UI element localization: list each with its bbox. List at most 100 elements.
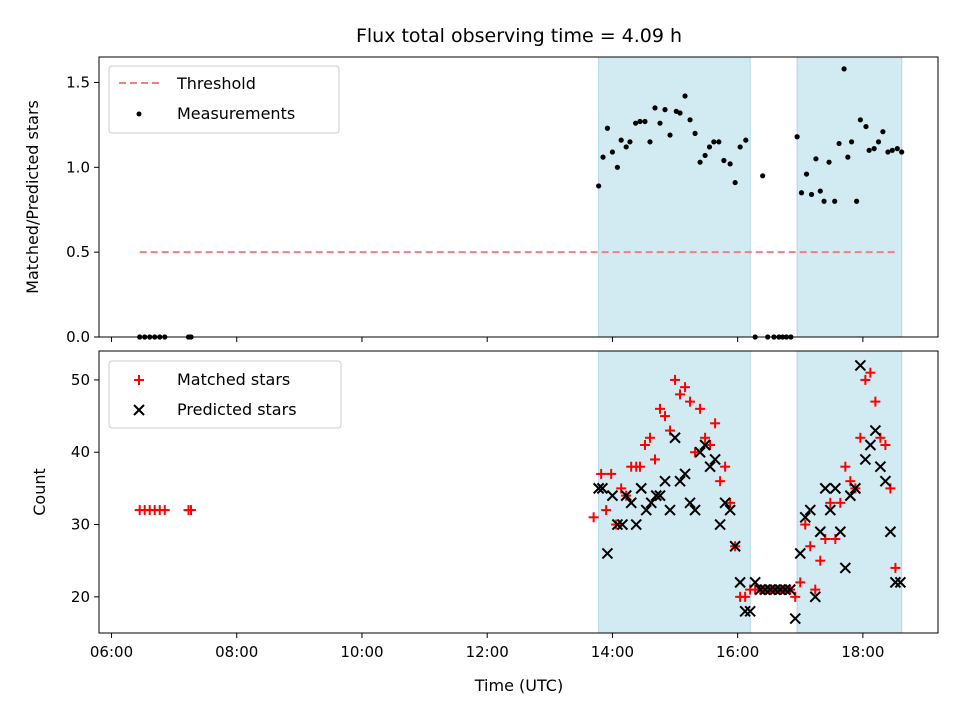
measurement-point [803, 171, 810, 177]
predicted-star-marker [874, 460, 887, 473]
measurement-point [760, 173, 766, 179]
top-legend: Threshold Measurements [108, 65, 340, 134]
predicted-star-marker [630, 518, 642, 531]
matched-star-marker [855, 432, 866, 443]
matched-star-marker [720, 461, 731, 472]
predicted-star-marker [744, 605, 756, 618]
x-tick-label: 10:00 [340, 643, 383, 661]
x-tick-label: 14:00 [591, 643, 634, 661]
shaded-interval-1 [796, 350, 903, 634]
predicted-star-marker [889, 576, 902, 589]
matched-star-marker [725, 497, 736, 508]
x-tick-label: 06:00 [90, 643, 133, 661]
measurement-point [642, 118, 648, 125]
predicted-star-marker [894, 576, 907, 589]
matched-star-marker [810, 584, 821, 595]
measurement-point [875, 139, 882, 145]
matched-star-marker [710, 418, 721, 429]
measurement-point [841, 66, 847, 72]
predicted-star-marker [674, 475, 686, 487]
y-tick-label: 30 [71, 516, 90, 534]
matched-star-marker [639, 440, 650, 450]
measurement-point [845, 154, 851, 160]
measurement-point [614, 164, 621, 170]
matched-star-marker [606, 468, 617, 479]
predicted-star-marker [679, 468, 691, 480]
bottom-legend: Matched stars Predicted stars [108, 360, 342, 429]
measurement-point [899, 149, 905, 155]
predicted-star-marker [809, 591, 821, 603]
bottom-y-axis-label: Count [30, 468, 49, 516]
x-tick-label: 08:00 [215, 643, 258, 661]
measurement-point [682, 93, 688, 99]
predicted-star-marker [645, 497, 657, 509]
measurement-point [821, 198, 827, 204]
predicted-star-marker [684, 497, 696, 509]
legend-predicted-label: Predicted stars [177, 400, 297, 419]
top-x-ticks [111, 337, 864, 342]
predicted-star-marker [834, 526, 847, 538]
legend-measurements-swatch [136, 111, 142, 117]
predicted-star-marker [650, 489, 662, 502]
x-tick-label: 16:00 [716, 643, 759, 661]
predicted-star-marker [664, 504, 676, 516]
matched-star-marker [795, 577, 806, 588]
top-axes-frame [98, 56, 939, 338]
measurement-point [808, 191, 815, 198]
predicted-star-marker [611, 518, 624, 531]
shaded-interval-1 [796, 56, 903, 338]
predicted-star-marker [869, 424, 882, 437]
matched-star-marker [695, 403, 706, 414]
predicted-star-marker [799, 511, 811, 524]
top-legend-box [108, 65, 340, 134]
matched-star-marker [655, 403, 666, 414]
predicted-star-marker [814, 526, 826, 538]
legend-predicted-swatch [133, 404, 145, 416]
measurement-point [604, 125, 611, 131]
measurement-point [623, 144, 629, 150]
measurement-point [826, 159, 832, 165]
measurement-point [885, 149, 891, 155]
matched-star-marker [860, 374, 871, 385]
predicted-star-marker [620, 489, 632, 502]
matched-star-marker [840, 461, 851, 472]
matched-star-marker [890, 562, 901, 573]
matched-star-marker [690, 447, 701, 458]
measurement-point [706, 144, 713, 150]
top-y-ticks: 0.0 0.5 1.0 1.5 [66, 73, 99, 346]
measurement-point [737, 144, 743, 150]
predicted-star-marker [819, 482, 832, 495]
matched-star-marker [601, 505, 612, 516]
predicted-star-marker [754, 583, 766, 596]
matched-star-marker [800, 519, 811, 530]
matched-star-marker [870, 396, 881, 407]
predicted-star-marker [804, 504, 816, 516]
top-panel: 0.0 0.5 1.0 1.5 Matched/Predicted stars Thr… [23, 56, 939, 346]
predicted-star-marker [789, 612, 801, 625]
predicted-star-marker [724, 504, 736, 516]
predicted-star-marker [884, 526, 897, 538]
bottom-panel: 20 30 40 50 06:00 08:00 10:00 12:00 14:00 16:00 1… [30, 350, 939, 695]
measurement-point [854, 198, 860, 204]
measurement-point [657, 120, 663, 126]
measurement-point [711, 139, 717, 145]
x-tick-label: 12:00 [466, 643, 509, 661]
matched-star-marker [685, 396, 696, 407]
predicted-star-marker [601, 547, 614, 560]
x-tick-label: 18:00 [841, 643, 884, 661]
matched-star-marker [660, 411, 671, 422]
predicted-star-marker [854, 359, 867, 372]
measurement-point [743, 137, 749, 143]
measurement-point [600, 154, 606, 160]
predicted-stars-points [592, 359, 907, 625]
legend-matched-swatch [134, 375, 144, 385]
predicted-star-marker [864, 439, 877, 451]
measurement-point [832, 198, 838, 204]
y-tick-label: 0.5 [66, 243, 90, 261]
predicted-star-marker [759, 583, 771, 596]
predicted-star-marker [764, 583, 776, 596]
predicted-star-marker [839, 562, 852, 574]
matched-star-marker [805, 541, 816, 552]
measurement-point [716, 139, 722, 145]
measurement-point [880, 129, 886, 135]
